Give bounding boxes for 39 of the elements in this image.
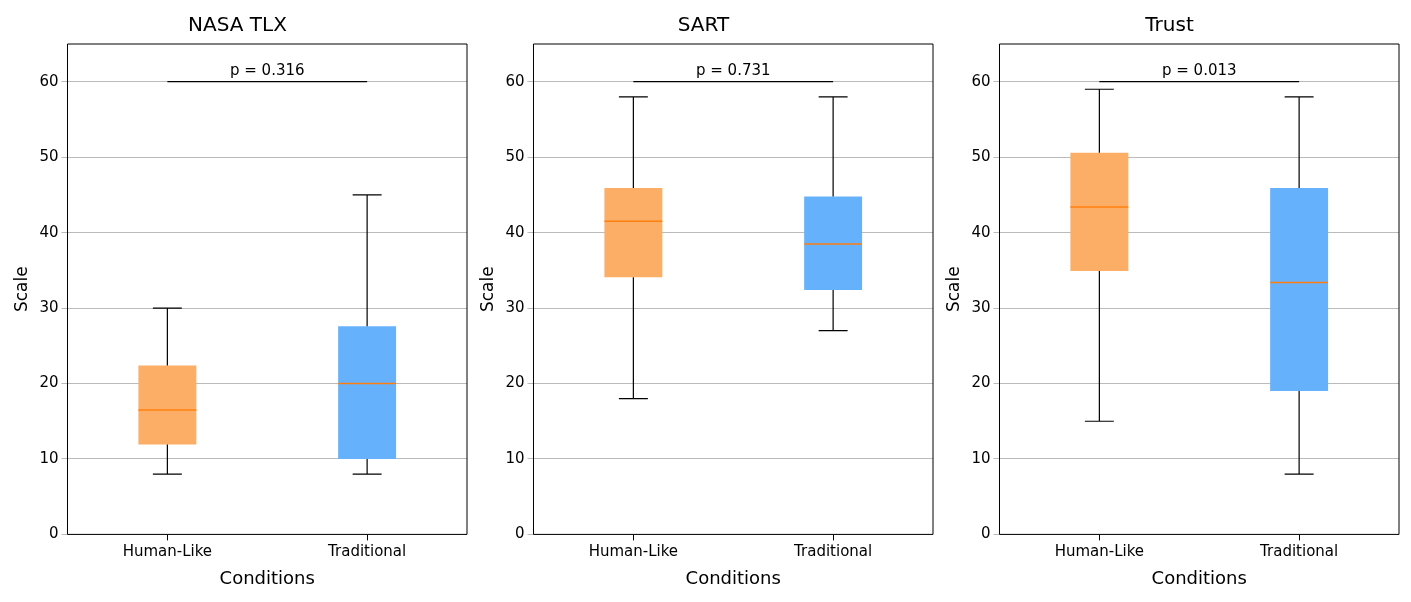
y-tick-label: 60 <box>971 71 991 90</box>
y-tick-label: 20 <box>505 373 525 392</box>
y-tick-label: 30 <box>971 297 991 316</box>
x-tick-label: Human-Like <box>122 542 213 561</box>
chart-title: NASA TLX <box>188 12 288 37</box>
y-tick-label: 20 <box>971 373 991 392</box>
x-tick-label: Human-Like <box>588 542 679 561</box>
y-tick-label: 0 <box>980 524 991 543</box>
x-tick-label: Human-Like <box>1054 542 1145 561</box>
y-tick-label: 10 <box>39 448 59 467</box>
x-axis-title: Conditions <box>1151 566 1247 588</box>
y-tick-label: 30 <box>39 297 59 316</box>
y-tick-label: 50 <box>971 147 991 166</box>
y-tick-label: 50 <box>39 147 59 166</box>
y-tick-label: 10 <box>971 448 991 467</box>
y-tick-label: 50 <box>505 147 525 166</box>
y-tick-label: 40 <box>505 222 525 241</box>
y-tick-label: 60 <box>39 71 59 90</box>
y-tick-label: 30 <box>505 297 525 316</box>
x-axis-title: Conditions <box>685 566 781 588</box>
y-tick-label: 0 <box>514 524 525 543</box>
x-tick-label: Traditional <box>793 542 873 561</box>
annotation: p = 0.316 <box>229 61 305 80</box>
y-axis-title: Scale <box>10 266 31 313</box>
chart-title: Trust <box>1144 12 1194 37</box>
x-axis-title: Conditions <box>219 566 315 588</box>
chart-title: SART <box>677 12 730 37</box>
y-tick-label: 40 <box>39 222 59 241</box>
x-tick-label: Traditional <box>1259 542 1339 561</box>
x-tick-label: Traditional <box>327 542 407 561</box>
y-tick-label: 10 <box>505 448 525 467</box>
y-tick-label: 60 <box>505 71 525 90</box>
annotation: p = 0.013 <box>1161 61 1237 80</box>
y-tick-label: 40 <box>971 222 991 241</box>
y-tick-label: 0 <box>48 524 59 543</box>
y-tick-label: 20 <box>39 373 59 392</box>
annotation: p = 0.731 <box>695 61 771 80</box>
y-axis-title: Scale <box>942 266 963 313</box>
y-axis-title: Scale <box>476 266 497 313</box>
